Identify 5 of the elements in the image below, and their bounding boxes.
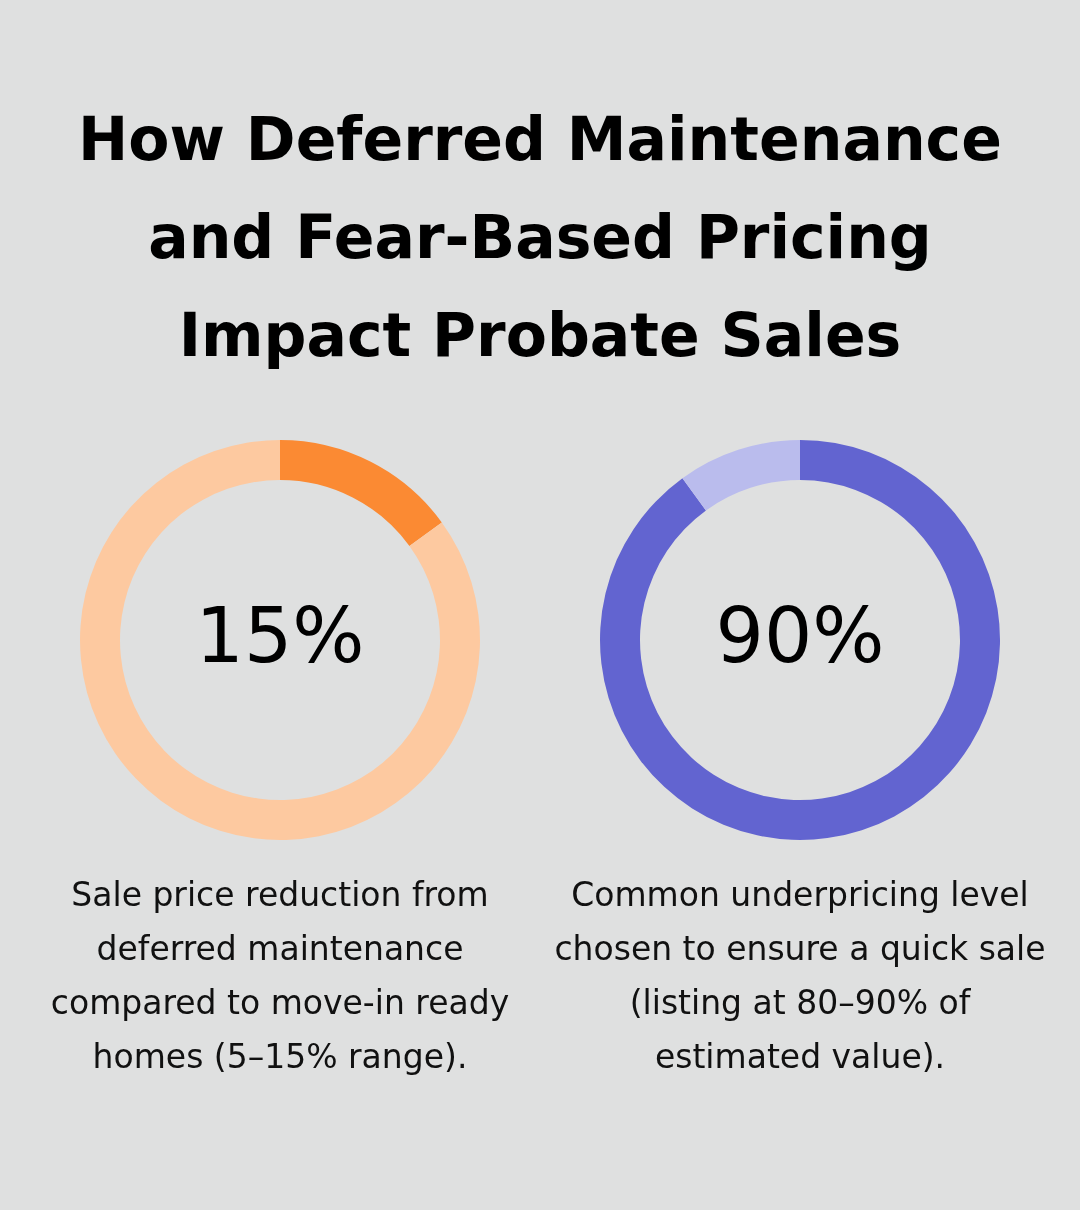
text: Common underpricing level chosen to ensure a quick sale (listing at 80–90% of estimated value). [553, 874, 1047, 1078]
data-label: 15% [195, 590, 365, 680]
text: Sale price reduction from deferred maintenance compared to move-in ready homes (5–15% range). [49, 874, 511, 1078]
data-label: 90% [715, 590, 885, 680]
chart-title: How Deferred Maintenance and Fear-Based Pricing Impact Probate Sales [77, 103, 1003, 372]
